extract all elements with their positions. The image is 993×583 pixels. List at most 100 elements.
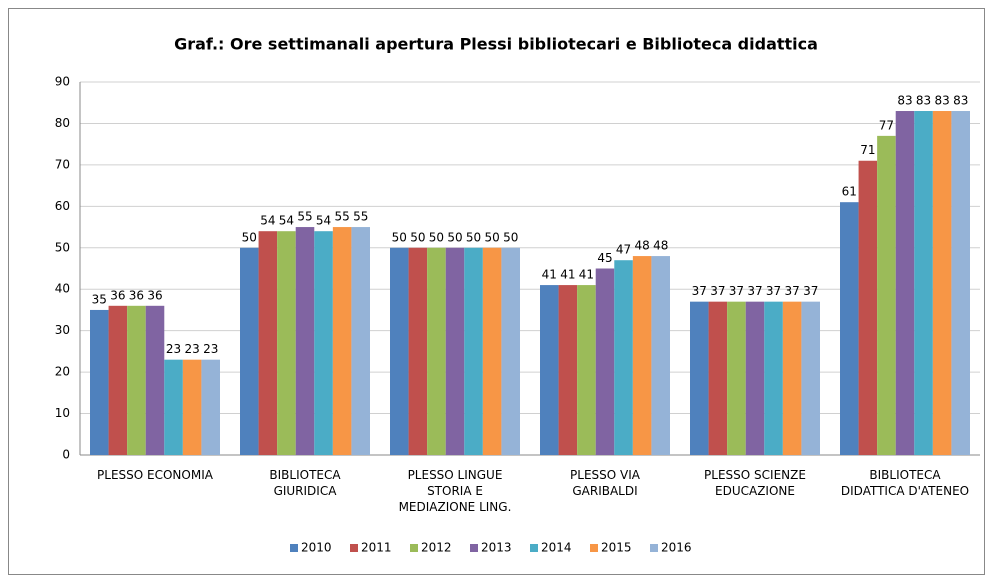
y-tick-label: 0 xyxy=(62,448,70,462)
x-tick-line: PLESSO LINGUE xyxy=(408,468,503,482)
y-tick-label: 60 xyxy=(55,199,70,213)
data-label: 37 xyxy=(785,284,800,298)
data-label: 83 xyxy=(897,94,912,108)
data-label: 55 xyxy=(353,210,368,224)
data-label: 50 xyxy=(242,230,257,244)
data-label: 71 xyxy=(860,143,875,157)
bar xyxy=(840,202,859,455)
x-tick-label: PLESSO LINGUE STORIA E MEDIAZIONE LING. xyxy=(399,468,512,514)
bar xyxy=(614,260,633,455)
x-tick-label: PLESSO SCIENZE EDUCAZIONE xyxy=(704,468,806,498)
legend-swatch xyxy=(590,544,598,552)
x-tick-line: GIURIDICA xyxy=(274,484,338,498)
bar xyxy=(108,305,128,455)
bar xyxy=(408,247,428,455)
bar xyxy=(201,359,220,455)
data-label: 36 xyxy=(129,288,144,302)
bar xyxy=(482,247,502,455)
legend-swatch xyxy=(410,544,418,552)
bar xyxy=(540,285,559,455)
data-label: 54 xyxy=(316,214,331,228)
y-tick-label: 50 xyxy=(55,240,70,254)
legend-swatch xyxy=(650,544,658,552)
legend-swatch xyxy=(350,544,358,552)
data-label: 50 xyxy=(392,230,407,244)
y-tick-label: 80 xyxy=(55,116,70,130)
data-label: 23 xyxy=(185,342,200,356)
legend-swatch xyxy=(290,544,298,552)
bar xyxy=(690,301,709,455)
data-label: 35 xyxy=(92,292,107,306)
data-label: 41 xyxy=(560,268,575,282)
bar xyxy=(745,301,765,455)
bar xyxy=(782,301,802,455)
bar xyxy=(332,227,352,455)
data-label: 55 xyxy=(335,210,350,224)
data-label: 50 xyxy=(503,230,518,244)
data-label: 50 xyxy=(447,230,462,244)
data-label: 45 xyxy=(597,251,612,265)
data-label: 55 xyxy=(297,210,312,224)
x-tick-line: PLESSO VIA xyxy=(570,468,641,482)
x-tick-line: PLESSO ECONOMIA xyxy=(97,468,214,482)
bar xyxy=(277,231,296,455)
bar xyxy=(895,111,915,455)
y-tick-label: 90 xyxy=(55,75,70,89)
legend-label: 2014 xyxy=(541,541,572,555)
data-label: 41 xyxy=(579,268,594,282)
data-label: 37 xyxy=(710,284,725,298)
legend-label: 2015 xyxy=(601,541,632,555)
x-tick-label: PLESSO ECONOMIA xyxy=(97,468,214,482)
data-label: 83 xyxy=(916,94,931,108)
x-tick-line: GARIBALDI xyxy=(572,484,637,498)
data-label: 23 xyxy=(166,342,181,356)
data-label: 48 xyxy=(653,239,668,253)
data-label: 50 xyxy=(466,230,481,244)
data-label: 37 xyxy=(766,284,781,298)
legend-swatch xyxy=(470,544,478,552)
data-label: 61 xyxy=(842,185,857,199)
y-tick-label: 20 xyxy=(55,365,70,379)
x-tick-label: BIBLIOTECA DIDATTICA D'ATENEO xyxy=(841,468,969,498)
y-tick-label: 30 xyxy=(55,323,70,337)
bar xyxy=(764,301,783,455)
bar xyxy=(240,247,259,455)
x-tick-line: STORIA E xyxy=(427,484,483,498)
bar xyxy=(295,227,315,455)
bar xyxy=(801,301,820,455)
data-label: 36 xyxy=(147,288,162,302)
legend-swatch xyxy=(530,544,538,552)
data-label: 50 xyxy=(429,230,444,244)
y-tick-label: 70 xyxy=(55,157,70,171)
data-label: 83 xyxy=(935,94,950,108)
legend-label: 2016 xyxy=(661,541,692,555)
bar xyxy=(877,135,896,455)
x-tick-line: BIBLIOTECA xyxy=(269,468,341,482)
bar xyxy=(145,305,165,455)
bar xyxy=(577,285,596,455)
bar xyxy=(314,231,333,455)
bar xyxy=(182,359,202,455)
x-tick-line: DIDATTICA D'ATENEO xyxy=(841,484,969,498)
bar xyxy=(558,285,578,455)
bar xyxy=(90,309,109,455)
bar xyxy=(651,256,670,455)
legend-label: 2011 xyxy=(361,541,392,555)
x-tick-line: BIBLIOTECA xyxy=(869,468,941,482)
bar xyxy=(914,111,933,455)
data-label: 37 xyxy=(747,284,762,298)
data-label: 50 xyxy=(410,230,425,244)
x-tick-line: MEDIAZIONE LING. xyxy=(399,500,512,514)
bar xyxy=(727,301,746,455)
data-label: 77 xyxy=(879,118,894,132)
y-tick-label: 10 xyxy=(55,406,70,420)
y-tick-label: 40 xyxy=(55,282,70,296)
bar xyxy=(858,160,878,455)
bar xyxy=(127,305,146,455)
x-tick-label: PLESSO VIA GARIBALDI xyxy=(570,468,641,498)
legend-label: 2010 xyxy=(301,541,332,555)
data-label: 54 xyxy=(260,214,275,228)
data-label: 37 xyxy=(692,284,707,298)
data-label: 37 xyxy=(729,284,744,298)
